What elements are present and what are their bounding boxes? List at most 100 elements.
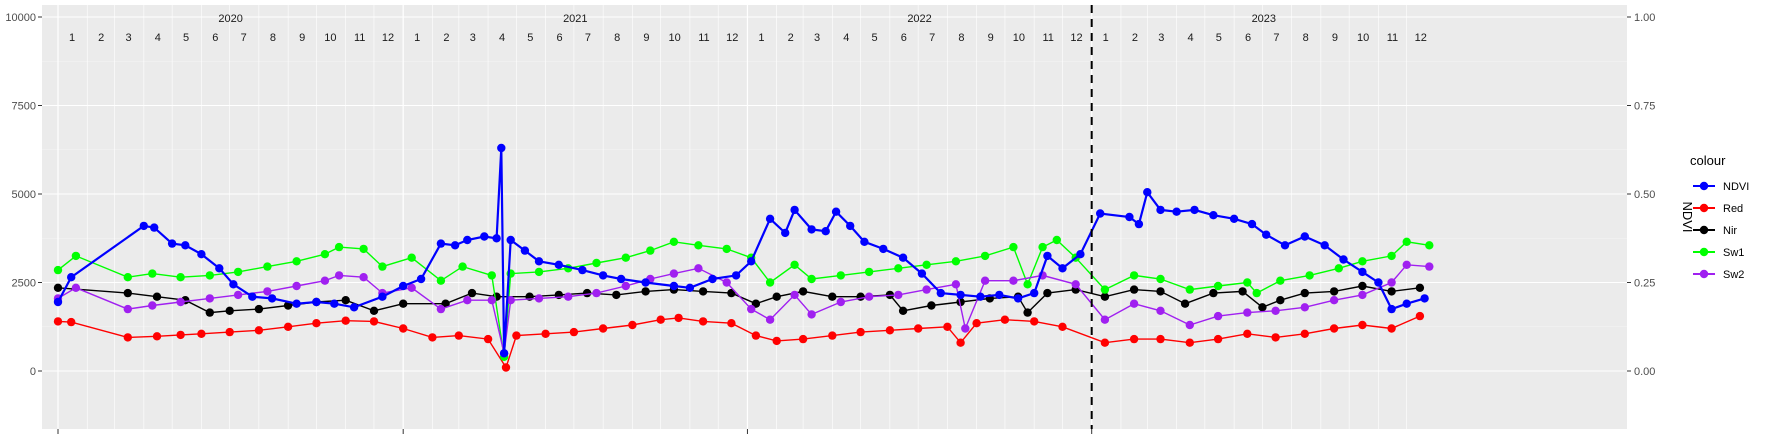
month-label: 4 xyxy=(1188,32,1194,44)
data-point-red xyxy=(828,331,837,340)
data-point-ndvi xyxy=(399,281,408,291)
data-point-sw1 xyxy=(123,273,132,282)
data-point-red xyxy=(501,363,511,372)
data-point-ndvi xyxy=(1374,278,1383,287)
data-point-sw2 xyxy=(747,304,756,314)
series-line-sw2 xyxy=(57,264,1430,354)
data-point-sw2 xyxy=(359,273,368,282)
data-point-ndvi xyxy=(831,207,841,216)
data-point-nir xyxy=(612,290,621,300)
data-point-red xyxy=(53,317,63,326)
data-point-nir xyxy=(53,283,63,292)
data-point-ndvi xyxy=(450,241,460,250)
data-point-ndvi xyxy=(1172,207,1181,216)
data-point-red xyxy=(123,333,132,342)
legend-key-sw2 xyxy=(1699,269,1709,279)
data-point-nir xyxy=(772,292,781,301)
data-point-red xyxy=(399,324,408,333)
year-label: 2020 xyxy=(218,13,242,25)
data-point-sw2 xyxy=(1071,280,1080,289)
data-point-red xyxy=(152,332,162,341)
left-tick-label: 2500 xyxy=(12,278,36,290)
data-point-ndvi xyxy=(1143,188,1152,197)
month-label: 3 xyxy=(470,32,476,44)
data-point-sw2 xyxy=(320,276,330,285)
data-point-red xyxy=(341,316,350,325)
series-sw2 xyxy=(53,260,1434,358)
data-point-sw1 xyxy=(1243,278,1252,287)
data-point-red xyxy=(1358,320,1367,330)
right-tick-label: 1.00 xyxy=(1634,12,1655,24)
data-point-sw1 xyxy=(1334,264,1344,273)
data-point-ndvi xyxy=(1209,211,1218,220)
data-point-nir xyxy=(751,299,761,308)
month-label: 1 xyxy=(414,32,420,44)
data-point-ndvi xyxy=(181,241,190,250)
data-point-red xyxy=(885,326,895,335)
data-point-ndvi xyxy=(1229,214,1239,223)
data-point-red xyxy=(512,331,521,340)
data-point-red xyxy=(1185,338,1195,347)
month-label: 9 xyxy=(988,32,994,44)
month-label: 8 xyxy=(614,32,620,44)
data-point-nir xyxy=(1023,308,1032,317)
data-point-sw1 xyxy=(53,265,63,275)
data-point-ndvi xyxy=(53,297,63,307)
data-point-red xyxy=(1156,334,1165,344)
month-label: 2 xyxy=(98,32,104,44)
data-point-sw1 xyxy=(1052,235,1062,245)
year-label: 2022 xyxy=(907,13,931,25)
month-label: 5 xyxy=(183,32,189,44)
data-point-red xyxy=(428,333,437,342)
data-point-ndvi xyxy=(267,294,277,303)
data-point-nir xyxy=(1387,287,1396,296)
data-point-sw2 xyxy=(334,271,344,280)
data-point-ndvi xyxy=(416,274,426,284)
data-point-ndvi xyxy=(846,221,855,231)
data-point-sw2 xyxy=(922,285,931,294)
month-label: 1 xyxy=(758,32,764,44)
data-point-red xyxy=(772,336,781,346)
data-point-sw2 xyxy=(506,296,515,305)
axis-layer: 0 2500 5000 7500 10000 0.00 0.25 0.50 0.75 1.00 xyxy=(5,12,1655,434)
data-point-sw1 xyxy=(1425,241,1434,250)
left-tick-label: 7500 xyxy=(12,101,36,113)
month-label: 4 xyxy=(843,32,849,44)
month-label: 7 xyxy=(585,32,591,44)
data-point-red xyxy=(197,329,206,338)
data-point-nir xyxy=(1329,287,1339,296)
data-point-sw1 xyxy=(1009,242,1018,252)
month-label: 6 xyxy=(901,32,907,44)
data-point-sw1 xyxy=(1358,257,1367,266)
data-point-nir xyxy=(1358,281,1367,291)
data-point-red xyxy=(312,319,321,328)
month-label: 3 xyxy=(126,32,132,44)
data-point-sw2 xyxy=(722,278,731,287)
month-label: 11 xyxy=(1042,32,1053,44)
data-point-ndvi xyxy=(781,228,790,238)
month-label: 11 xyxy=(1387,32,1398,44)
data-point-ndvi xyxy=(534,257,544,266)
right-axis-title: NDVI xyxy=(1680,201,1695,232)
data-point-sw2 xyxy=(233,290,243,300)
data-point-sw1 xyxy=(534,267,544,277)
data-point-ndvi xyxy=(669,281,679,291)
data-point-ndvi xyxy=(167,239,177,248)
data-point-ndvi xyxy=(641,278,650,287)
data-point-sw1 xyxy=(836,271,845,280)
data-point-sw2 xyxy=(1243,308,1252,317)
data-point-nir xyxy=(1238,287,1247,296)
data-point-red xyxy=(1415,311,1425,321)
data-point-sw2 xyxy=(807,310,816,319)
month-label: 6 xyxy=(1245,32,1251,44)
data-point-red xyxy=(956,338,965,347)
data-point-sw2 xyxy=(487,296,496,305)
data-point-ndvi xyxy=(765,214,775,223)
data-point-sw1 xyxy=(1185,285,1195,294)
data-point-ndvi xyxy=(1402,299,1411,308)
left-tick-label: 0 xyxy=(30,366,36,378)
data-point-ndvi xyxy=(248,292,257,301)
data-point-sw1 xyxy=(458,262,467,271)
data-point-red xyxy=(914,324,923,333)
